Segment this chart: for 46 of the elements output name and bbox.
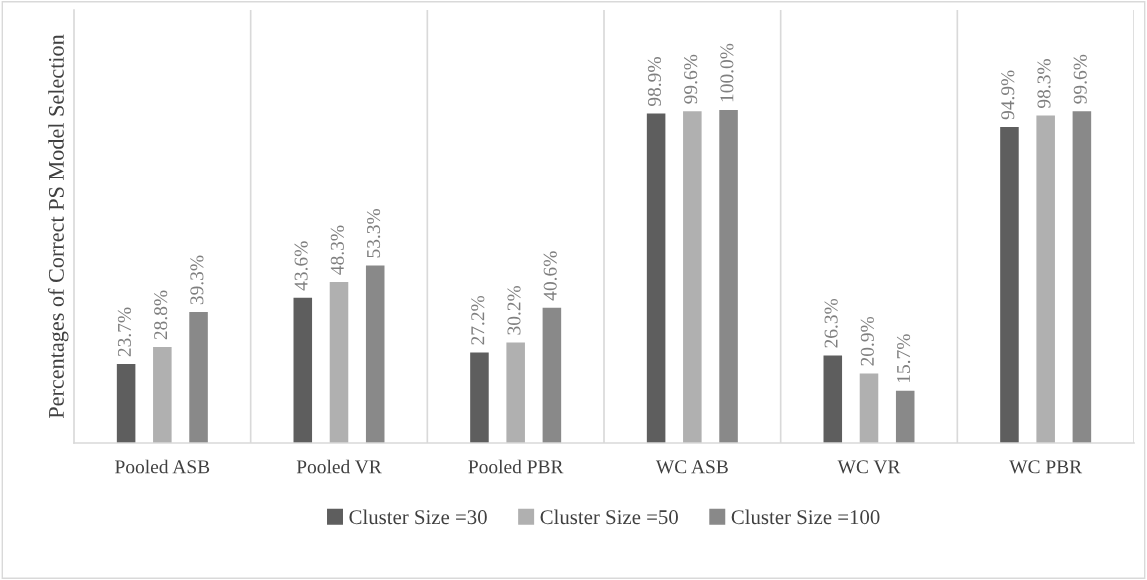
x-tick-label: WC ASB bbox=[655, 460, 728, 474]
data-label: 100.0% bbox=[720, 43, 734, 102]
data-label: 39.3% bbox=[190, 255, 204, 305]
bar bbox=[1000, 126, 1019, 443]
bar bbox=[116, 364, 136, 443]
data-label: 98.9% bbox=[647, 57, 662, 107]
bar bbox=[895, 390, 915, 443]
data-label: 27.2% bbox=[471, 295, 485, 345]
bar bbox=[1036, 115, 1055, 443]
data-label: 28.8% bbox=[154, 290, 168, 340]
bar bbox=[719, 109, 738, 443]
bar bbox=[329, 282, 349, 443]
data-label: 99.6% bbox=[684, 54, 698, 104]
bar bbox=[365, 265, 385, 443]
data-label: 26.3% bbox=[824, 298, 838, 348]
x-tick-label: Pooled PBR bbox=[468, 459, 564, 474]
y-axis-title: Percentages of Correct PS Model Selection bbox=[48, 34, 69, 419]
legend-label: Cluster Size =30 bbox=[349, 509, 487, 525]
bar bbox=[470, 352, 489, 443]
data-label: 99.6% bbox=[1073, 54, 1087, 104]
bar bbox=[189, 312, 208, 443]
bar bbox=[823, 355, 843, 443]
data-label: 40.6% bbox=[543, 251, 557, 301]
bar bbox=[859, 373, 879, 443]
data-label: 30.2% bbox=[507, 285, 521, 335]
bar bbox=[542, 307, 562, 443]
data-label: 20.9% bbox=[860, 316, 874, 366]
x-tick-label: WC PBR bbox=[1009, 460, 1083, 474]
legend-label: Cluster Size =100 bbox=[731, 509, 880, 525]
bar bbox=[683, 111, 702, 443]
data-label: 94.9% bbox=[1001, 70, 1015, 120]
data-label: 98.3% bbox=[1037, 59, 1051, 109]
bar bbox=[153, 347, 172, 443]
bar bbox=[646, 113, 666, 443]
bar bbox=[1072, 111, 1092, 443]
bar bbox=[506, 342, 525, 443]
data-label: 15.7% bbox=[896, 334, 911, 383]
bar bbox=[293, 297, 313, 443]
x-tick-label: WC VR bbox=[837, 460, 901, 474]
legend-label: Cluster Size =50 bbox=[540, 509, 678, 525]
x-tick-label: Pooled ASB bbox=[115, 459, 210, 474]
data-label: 23.7% bbox=[117, 307, 132, 357]
data-label: 53.3% bbox=[366, 208, 381, 258]
data-label: 43.6% bbox=[294, 241, 308, 291]
data-label: 48.3% bbox=[330, 225, 344, 275]
x-tick-label: Pooled VR bbox=[296, 459, 382, 474]
